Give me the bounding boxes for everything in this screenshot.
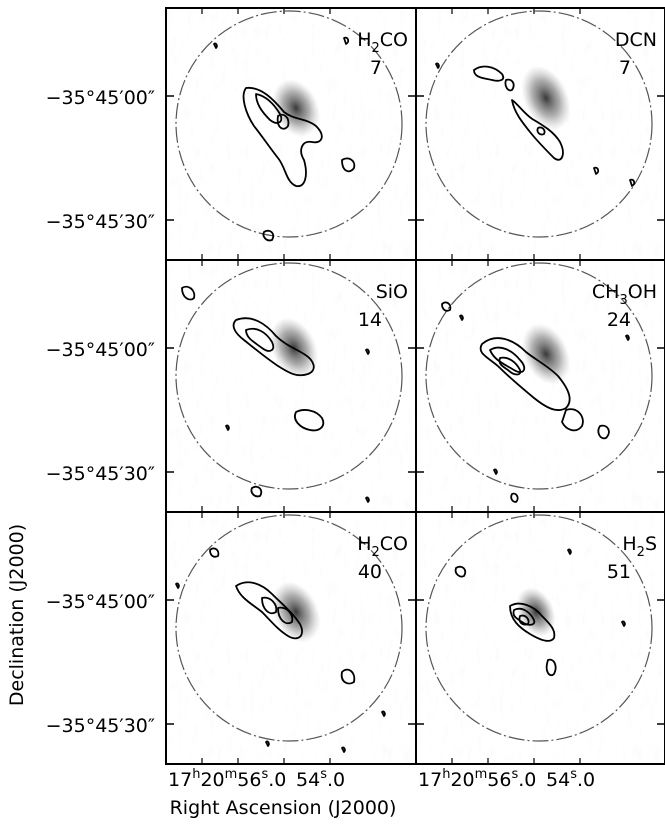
molecule-label: DCN (615, 29, 657, 51)
emission-contour (625, 334, 630, 341)
emission-contour (621, 620, 626, 627)
emission-contour (473, 65, 505, 82)
emission-contour (343, 36, 350, 45)
channel-panel: DCN 7 (415, 7, 665, 261)
emission-contour (294, 409, 325, 432)
dec-tick-label: −35°45′00″ (46, 87, 155, 109)
emission-contour (261, 596, 278, 615)
emission-contour (255, 93, 283, 124)
primary-beam-circle (425, 10, 653, 238)
primary-beam-circle (175, 10, 403, 238)
emission-contour (498, 356, 522, 376)
ra-tick-label: 17h20m56s.0 (168, 767, 286, 791)
emission-contour (512, 607, 536, 626)
emission-contour (493, 468, 498, 475)
velocity-label: 14 (358, 309, 382, 331)
ra-tick-labels: 17h20m56s.0 54s.0 17h20m56s.0 54s.0 (168, 767, 595, 791)
y-axis-title: Declination (J2000) (6, 524, 28, 706)
emission-contour (235, 581, 303, 640)
emission-contour (242, 87, 323, 187)
molecule-label: SiO (376, 281, 408, 303)
noise-background (416, 512, 665, 764)
molecule-label: H2S (622, 533, 657, 560)
dec-tick-label: −35°45′00″ (46, 339, 155, 361)
emission-contour (511, 99, 564, 161)
emission-contour (181, 285, 196, 301)
emission-contour (277, 606, 294, 625)
primary-beam-circle (425, 262, 653, 490)
primary-beam-circle (175, 514, 403, 742)
emission-contour (597, 424, 610, 440)
ra-tick-label: 54s.0 (546, 767, 595, 791)
molecule-label: H2CO (357, 533, 408, 560)
emission-contour (225, 424, 230, 431)
velocity-label: 7 (370, 57, 382, 79)
molecule-label: CH3OH (592, 281, 657, 308)
continuum-emission (271, 581, 321, 643)
emission-contour (232, 317, 315, 377)
emission-contour (545, 658, 557, 677)
continuum-emission (521, 65, 571, 131)
emission-contour (441, 301, 452, 312)
emission-contour (341, 157, 356, 173)
emission-contour (365, 348, 370, 355)
dec-tick-label: −35°45′30″ (46, 211, 155, 233)
dec-tick-label: −35°45′30″ (46, 463, 155, 485)
emission-contour (459, 314, 464, 321)
emission-contour (276, 113, 290, 130)
emission-contour (518, 614, 530, 626)
primary-beam-circle (175, 262, 403, 490)
emission-contour (629, 178, 636, 187)
ra-tick-label: 17h20m56s.0 (418, 767, 536, 791)
emission-contour (209, 547, 220, 558)
x-axis-title: Right Ascension (J2000) (170, 797, 397, 819)
emission-contour (510, 492, 519, 503)
emission-contour (175, 582, 180, 589)
primary-beam-circle (425, 514, 653, 742)
velocity-label: 40 (358, 561, 382, 583)
noise-background (416, 260, 665, 512)
molecule-label: H2CO (357, 29, 408, 56)
emission-contour (536, 126, 546, 136)
dec-tick-label: −35°45′30″ (46, 715, 155, 737)
emission-contour (213, 42, 218, 49)
emission-contour (567, 548, 572, 555)
emission-contour (365, 496, 370, 503)
dec-tick-labels: −35°45′00″ −35°45′30″ −35°45′00″ −35°45′30″… (46, 87, 155, 737)
emission-contour (250, 485, 263, 498)
emission-contour (479, 337, 571, 411)
emission-contour (245, 327, 275, 352)
continuum-emission (521, 323, 571, 385)
emission-contour (265, 740, 270, 747)
emission-contour (509, 602, 556, 642)
channel-panel: SiO 14 (165, 259, 417, 513)
ra-tick-label: 54s.0 (296, 767, 345, 791)
emission-contour (262, 229, 275, 242)
emission-contour (340, 668, 356, 685)
velocity-label: 24 (607, 309, 631, 331)
dec-tick-label: −35°45′00″ (46, 591, 155, 613)
emission-contour (593, 166, 600, 175)
velocity-label: 51 (607, 561, 631, 583)
emission-contour (454, 565, 467, 578)
emission-contour (381, 710, 386, 717)
emission-contour (561, 408, 584, 432)
panel-frame (415, 511, 665, 765)
emission-contour (435, 62, 440, 69)
velocity-label: 7 (619, 57, 631, 79)
emission-contour (341, 746, 346, 753)
emission-contour (504, 78, 515, 92)
